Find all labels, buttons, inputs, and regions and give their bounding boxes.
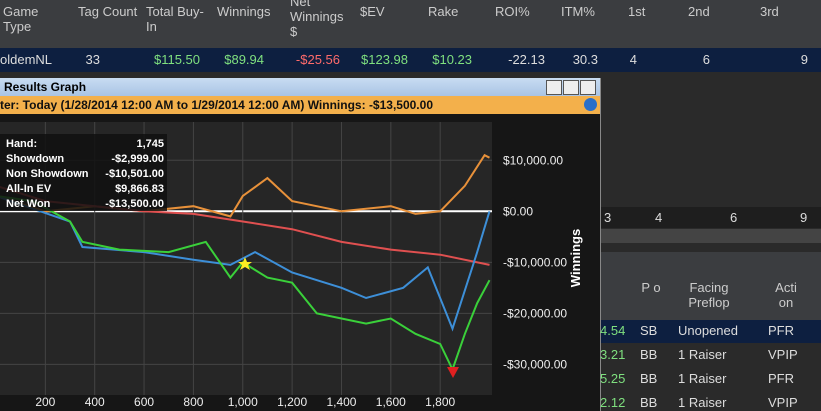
right-header [600,252,821,320]
cell: 30.3 [572,52,598,67]
x-tick-label: 1,200 [277,395,307,409]
right-selected-row[interactable] [600,320,821,343]
help-icon[interactable] [584,98,597,111]
info-value: -$10,501.00 [105,168,164,180]
x-tick-label: 600 [134,395,154,409]
cell: 4.54 [600,323,626,338]
info-label: Showdown [6,153,64,165]
cell: PFR [768,323,794,338]
winnings-label: Winnings: [307,98,366,112]
column-header[interactable]: Game Type [3,4,39,34]
column-header[interactable]: $EV [360,4,385,19]
cell: 4 [655,210,663,225]
column-header[interactable]: 1st [628,4,646,19]
info-label: Non Showdown [6,168,89,180]
cell: 3 [604,210,612,225]
right-summary-bar [600,207,821,228]
winnings: -$13,500.00 [368,98,433,112]
title-bar [0,78,600,96]
cell: SB [640,323,658,338]
info-value: -$13,500.00 [105,198,164,210]
info-value: 1,745 [136,138,164,150]
x-tick-label: 1,000 [228,395,258,409]
x-tick-label: 1,600 [376,395,406,409]
star-marker [238,257,252,270]
info-box [0,134,167,211]
info-label: Hand: [6,138,37,150]
column-header[interactable]: 2nd [688,4,710,19]
column-header[interactable]: 3rd [760,4,779,19]
results-graph: $10,000.00 $0.00 -$10,000.00 -$20,000.00 -$3… [0,122,583,409]
cell: BB [640,371,658,386]
cell: 4 [629,52,637,67]
cell: -$25.56 [295,52,340,67]
column-header[interactable]: Rake [428,4,459,19]
cell: 2.12 [600,395,626,410]
cell: 5.25 [600,371,626,386]
column-header[interactable]: Winnings [217,4,271,19]
y-tick-label: -$30,000.00 [503,357,567,371]
info-label: Net Won [6,198,51,210]
minimize-button[interactable] [546,80,562,95]
cell: PFR [768,371,794,386]
close-button[interactable] [580,80,596,95]
cell: 6 [730,210,738,225]
column-header[interactable]: Net Winnings $ [290,0,344,39]
info-value: -$2,999.00 [111,153,164,165]
cell: 3.21 [600,347,626,362]
cell: $115.50 [153,52,200,67]
x-tick-label: 200 [35,395,55,409]
x-tick-label: 800 [183,395,203,409]
cell: 1 Raiser [678,347,727,362]
y-axis-title: Winnings [568,229,583,287]
series-line [0,195,491,373]
cell: 6 [702,52,710,67]
x-tick-label: 1,800 [425,395,455,409]
cell: VPIP [768,347,798,362]
cell: 9 [800,52,808,67]
filter-bar [0,96,600,114]
info-label: All-In EV [6,183,52,195]
info-value: $9,866.83 [115,183,164,195]
header-bar [0,0,821,48]
x-tick-label: 1,400 [326,395,356,409]
cell: Unopened [678,323,738,338]
y-tick-label: $10,000.00 [503,153,563,167]
column-header[interactable]: Total Buy-In [146,4,204,34]
cell: 1 Raiser [678,371,727,386]
column-header[interactable]: Facing Preflop [688,280,730,310]
column-header[interactable]: P o [641,280,661,295]
cell: 33 [85,52,100,67]
filter: ter: Today (1/28/2014 12:00 AM to 1/29/2… [0,98,305,112]
column-header[interactable]: ROI% [495,4,530,19]
cell: oldemNL [0,52,53,67]
cell: $123.98 [361,52,408,67]
cell: $89.94 [224,52,264,67]
series-line [0,196,491,332]
maximize-button[interactable] [563,80,579,95]
cell: 1 Raiser [678,395,727,410]
cell: BB [640,347,658,362]
window-title: Results Graph [4,80,87,94]
y-tick-label: -$10,000.00 [503,255,567,269]
column-header[interactable]: Tag Count [78,4,138,19]
min-marker [447,367,459,378]
y-tick-label: -$20,000.00 [503,306,567,320]
x-tick-label: 400 [85,395,105,409]
cell: $10.23 [432,52,472,67]
column-header[interactable]: Acti on [775,280,797,310]
filter-text: ter: Today (1/28/2014 12:00 AM to 1/29/2… [0,98,433,112]
cell: VPIP [768,395,798,410]
selected-row[interactable] [0,48,821,72]
column-header[interactable]: ITM% [561,4,595,19]
scrollbar [600,229,821,243]
cell: -22.13 [508,52,545,67]
y-tick-label: $0.00 [503,204,533,218]
cell: BB [640,395,658,410]
cell: 9 [800,210,808,225]
